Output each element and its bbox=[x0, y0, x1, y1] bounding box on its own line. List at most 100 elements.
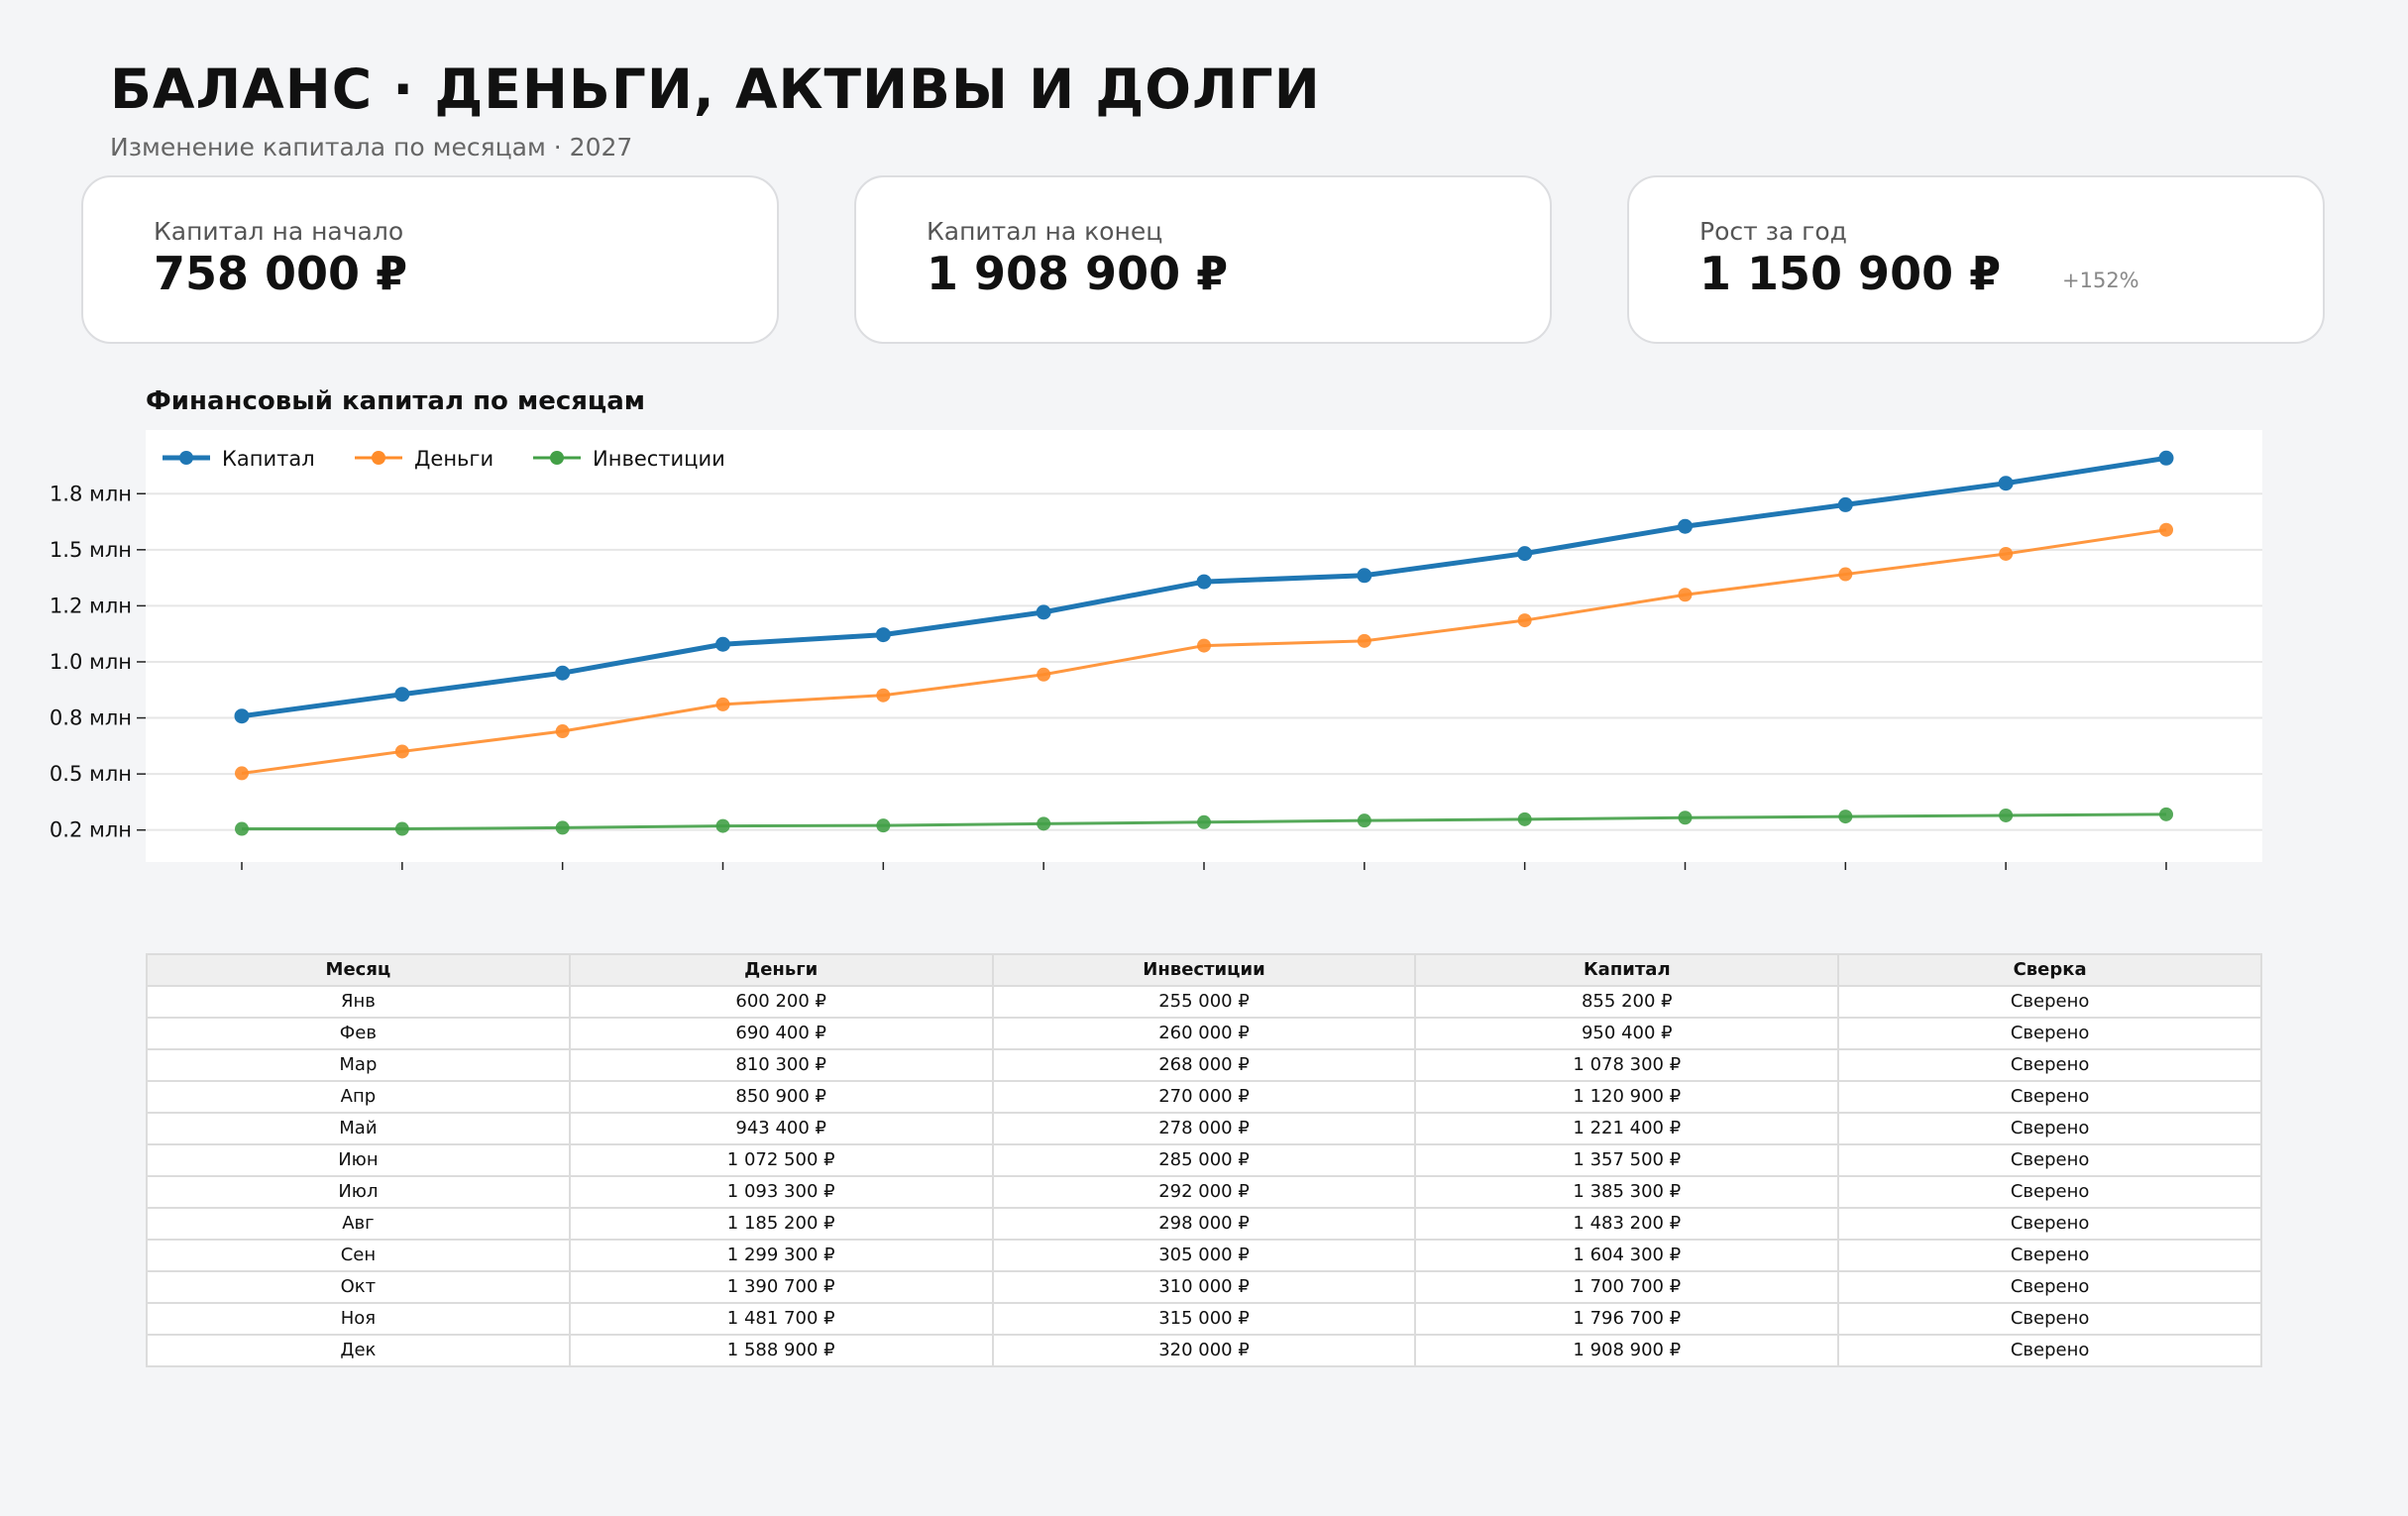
data-point-инвестиции bbox=[715, 818, 730, 833]
y-tick-label: 0.5 млн bbox=[50, 762, 132, 786]
table-cell: 1 221 400 ₽ bbox=[1414, 1112, 1840, 1145]
legend-label: Капитал bbox=[222, 447, 315, 471]
table-cell: Апр bbox=[146, 1080, 571, 1114]
column-header: Капитал bbox=[1414, 953, 1840, 987]
table-header-row: Месяц Деньги Инвестиции Капитал Сверка bbox=[146, 953, 2262, 987]
table-cell: Авг bbox=[146, 1207, 571, 1241]
kpi-label: Капитал на начало bbox=[154, 217, 404, 246]
column-header: Сверка bbox=[1837, 953, 2262, 987]
data-point-деньги bbox=[876, 688, 891, 703]
table-row: Янв 600 200 ₽255 000 ₽855 200 ₽ Сверено bbox=[146, 985, 2262, 1019]
data-point-деньги bbox=[1197, 638, 1211, 653]
data-point-деньги bbox=[235, 766, 249, 781]
table-cell: 1 093 300 ₽ bbox=[568, 1175, 994, 1209]
table-row: Апр 850 900 ₽270 000 ₽1 120 900 ₽ Сверено bbox=[146, 1080, 2262, 1114]
data-point-инвестиции bbox=[1517, 812, 1532, 826]
kpi-value: 1 908 900 ₽ bbox=[927, 247, 1229, 300]
table-row: Май 943 400 ₽278 000 ₽1 221 400 ₽ Сверено bbox=[146, 1112, 2262, 1145]
table-cell: 1 120 900 ₽ bbox=[1414, 1080, 1840, 1114]
data-point-капитал bbox=[394, 687, 410, 703]
data-point-инвестиции bbox=[235, 821, 249, 836]
table-cell: Июн bbox=[146, 1143, 571, 1177]
table-cell: 268 000 ₽ bbox=[991, 1048, 1417, 1082]
page-title: БАЛАНС · ДЕНЬГИ, АКТИВЫ И ДОЛГИ bbox=[110, 57, 1321, 121]
table-cell: 950 400 ₽ bbox=[1414, 1017, 1840, 1050]
data-point-капитал bbox=[1357, 568, 1372, 584]
table-cell: 255 000 ₽ bbox=[991, 985, 1417, 1019]
kpi-value: 1 150 900 ₽ bbox=[1699, 247, 2002, 300]
table-row: Мар 810 300 ₽268 000 ₽1 078 300 ₽ Сверено bbox=[146, 1048, 2262, 1082]
column-header: Месяц bbox=[146, 953, 571, 987]
data-point-инвестиции bbox=[1999, 808, 2014, 822]
data-point-инвестиции bbox=[2159, 807, 2173, 821]
table-row: Окт 1 390 700 ₽310 000 ₽1 700 700 ₽ Сверен… bbox=[146, 1270, 2262, 1304]
table-cell: 600 200 ₽ bbox=[568, 985, 994, 1019]
table-cell: 850 900 ₽ bbox=[568, 1080, 994, 1114]
legend-marker bbox=[179, 451, 193, 465]
table-cell: 690 400 ₽ bbox=[568, 1017, 994, 1050]
table-cell: 1 385 300 ₽ bbox=[1414, 1175, 1840, 1209]
data-point-деньги bbox=[1678, 588, 1693, 602]
table-cell: 1 078 300 ₽ bbox=[1414, 1048, 1840, 1082]
y-tick-label: 1.2 млн bbox=[50, 594, 132, 617]
table-cell: 1 588 900 ₽ bbox=[568, 1334, 994, 1367]
data-point-инвестиции bbox=[1357, 813, 1371, 828]
table-row: Июн 1 072 500 ₽285 000 ₽1 357 500 ₽ Сверен… bbox=[146, 1143, 2262, 1177]
table-cell: 1 072 500 ₽ bbox=[568, 1143, 994, 1177]
table-cell: 298 000 ₽ bbox=[991, 1207, 1417, 1241]
chart-title: Финансовый капитал по месяцам bbox=[146, 386, 645, 416]
table-cell: Янв bbox=[146, 985, 571, 1019]
legend-marker bbox=[372, 451, 385, 465]
table-cell: 278 000 ₽ bbox=[991, 1112, 1417, 1145]
table-cell: Сверено bbox=[1837, 985, 2262, 1019]
table-cell: 285 000 ₽ bbox=[991, 1143, 1417, 1177]
data-point-капитал bbox=[1678, 518, 1693, 534]
data-point-деньги bbox=[394, 744, 409, 759]
table-cell: 1 604 300 ₽ bbox=[1414, 1239, 1840, 1272]
table-cell: 310 000 ₽ bbox=[991, 1270, 1417, 1304]
kpi-card-end-capital: Капитал на конец 1 908 900 ₽ bbox=[854, 175, 1552, 344]
data-point-деньги bbox=[1357, 633, 1371, 648]
column-header: Инвестиции bbox=[991, 953, 1417, 987]
table-cell: 1 185 200 ₽ bbox=[568, 1207, 994, 1241]
column-header: Деньги bbox=[568, 953, 994, 987]
y-tick-label: 0.2 млн bbox=[50, 818, 132, 842]
table-cell: Мар bbox=[146, 1048, 571, 1082]
data-point-деньги bbox=[1517, 613, 1532, 628]
table-cell: 1 908 900 ₽ bbox=[1414, 1334, 1840, 1367]
legend-marker bbox=[550, 451, 564, 465]
table-cell: Июл bbox=[146, 1175, 571, 1209]
data-point-инвестиции bbox=[394, 821, 409, 836]
table-cell: 1 357 500 ₽ bbox=[1414, 1143, 1840, 1177]
table-cell: 1 483 200 ₽ bbox=[1414, 1207, 1840, 1241]
table-cell: 1 481 700 ₽ bbox=[568, 1302, 994, 1336]
capital-line-chart: Финансовый капитал по месяцам 0.2 млн 0.5 … bbox=[50, 386, 2262, 870]
data-point-деньги bbox=[1999, 546, 2014, 561]
kpi-card-growth: Рост за год 1 150 900 ₽ +152% bbox=[1627, 175, 2325, 344]
data-point-инвестиции bbox=[555, 820, 570, 835]
legend-label: Инвестиции bbox=[593, 447, 725, 471]
monthly-balance-table: Месяц Деньги Инвестиции Капитал Сверка Янв 60… bbox=[146, 953, 2262, 1367]
y-tick-label: 0.8 млн bbox=[50, 706, 132, 730]
table-cell: Сверено bbox=[1837, 1270, 2262, 1304]
kpi-label: Капитал на конец bbox=[927, 217, 1163, 246]
table-cell: 315 000 ₽ bbox=[991, 1302, 1417, 1336]
table-row: Авг 1 185 200 ₽298 000 ₽1 483 200 ₽ Сверен… bbox=[146, 1207, 2262, 1241]
table-cell: Сверено bbox=[1837, 1302, 2262, 1336]
data-point-инвестиции bbox=[1197, 814, 1211, 829]
table-cell: 292 000 ₽ bbox=[991, 1175, 1417, 1209]
data-point-капитал bbox=[2158, 450, 2174, 466]
table-cell: 1 390 700 ₽ bbox=[568, 1270, 994, 1304]
table-cell: Сверено bbox=[1837, 1112, 2262, 1145]
table-row: Сен 1 299 300 ₽305 000 ₽1 604 300 ₽ Сверен… bbox=[146, 1239, 2262, 1272]
data-point-капитал bbox=[1837, 496, 1853, 512]
table-cell: 1 700 700 ₽ bbox=[1414, 1270, 1840, 1304]
data-point-капитал bbox=[1998, 476, 2014, 491]
table-cell: Сверено bbox=[1837, 1207, 2262, 1241]
legend-label: Деньги bbox=[414, 447, 493, 471]
data-point-капитал bbox=[875, 627, 891, 643]
data-point-деньги bbox=[2159, 522, 2173, 537]
table-row: Ноя 1 481 700 ₽315 000 ₽1 796 700 ₽ Сверен… bbox=[146, 1302, 2262, 1336]
kpi-card-start-capital: Капитал на начало 758 000 ₽ bbox=[81, 175, 779, 344]
data-point-деньги bbox=[1037, 667, 1051, 682]
